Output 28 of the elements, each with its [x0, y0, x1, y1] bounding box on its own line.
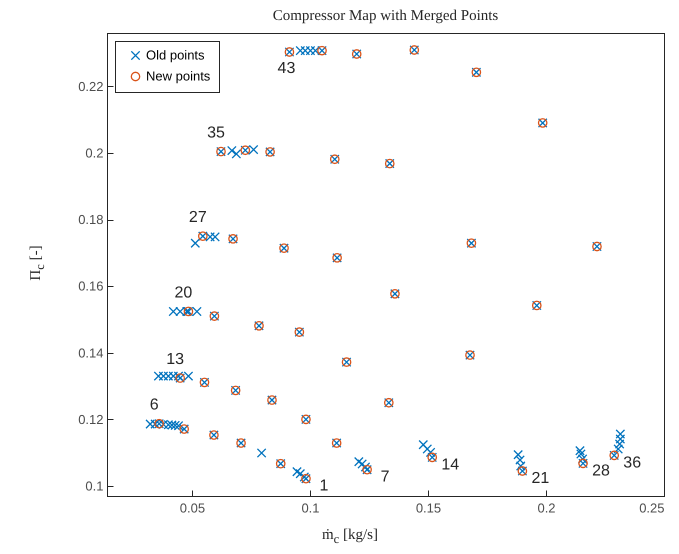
chart-title: Compressor Map with Merged Points [272, 8, 498, 24]
x-tick-label: 0.05 [180, 500, 206, 516]
annotation: 14 [441, 456, 460, 474]
legend-label: Old points [146, 48, 206, 62]
x-tick-label: 0.1 [301, 500, 320, 516]
annotation: 6 [150, 396, 159, 414]
annotation: 7 [380, 468, 390, 486]
y-tick-label: 0.14 [78, 345, 104, 360]
x-tick-label: 0.2 [537, 500, 556, 516]
annotation: 20 [174, 284, 192, 302]
annotation: 28 [592, 462, 610, 480]
y-tick-label: 0.12 [78, 412, 104, 427]
annotation: 36 [623, 454, 642, 472]
annotation: 21 [531, 470, 550, 488]
y-tick-label: 0.16 [78, 278, 104, 294]
y-tick-label: 0.2 [85, 145, 104, 160]
x-tick-label: 0.25 [639, 500, 664, 516]
annotation: 43 [278, 60, 296, 77]
annotation: 27 [188, 209, 207, 226]
annotation: 13 [166, 351, 184, 368]
y-tick-label: 0.1 [85, 478, 104, 494]
annotation: 35 [207, 124, 225, 142]
x-axis-title: ṁ$_{c}$ [kg/s] [321, 527, 379, 547]
legend-label: New points [146, 68, 211, 84]
y-tick-label: 0.22 [78, 78, 104, 94]
y-tick-label: 0.18 [78, 212, 104, 228]
x-tick-label: 0.15 [416, 500, 442, 516]
annotation: 1 [320, 478, 329, 495]
